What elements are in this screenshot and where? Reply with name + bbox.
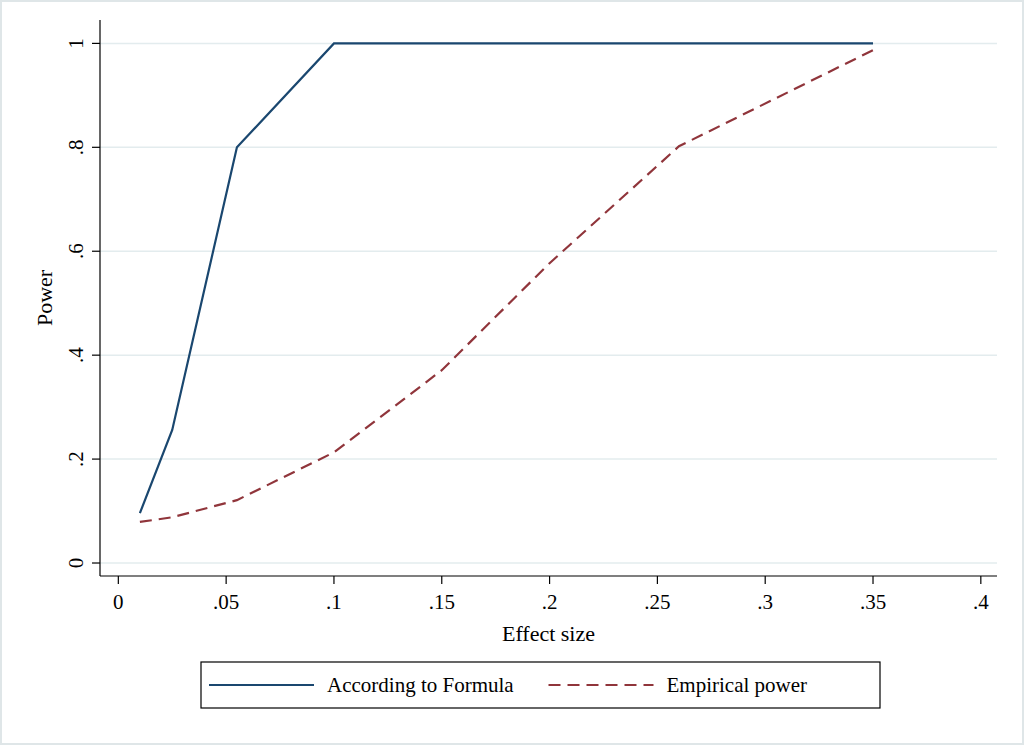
y-axis-label: Power [32, 269, 57, 326]
grid-line [100, 354, 997, 356]
x-tick-label: .25 [644, 590, 670, 614]
x-tick-label: .05 [213, 590, 239, 614]
y-axis [99, 20, 100, 576]
x-tick [657, 576, 658, 584]
y-tick-label: 1 [64, 38, 88, 49]
x-tick [333, 576, 334, 584]
grid-line [100, 458, 997, 460]
y-tick [92, 562, 100, 563]
grid-line [100, 562, 997, 564]
background [1, 1, 1023, 744]
x-tick [226, 576, 227, 584]
y-tick [92, 251, 100, 252]
legend-swatch [209, 684, 314, 686]
x-axis-label: Effect size [502, 621, 595, 646]
y-tick [92, 43, 100, 44]
x-tick-label: .4 [973, 590, 989, 614]
grid-line [100, 147, 997, 149]
legend-label: According to Formula [327, 673, 514, 697]
legend: According to Formula Empirical power [201, 662, 880, 708]
x-tick [549, 576, 550, 584]
plot-area [140, 43, 873, 522]
x-tick-label: .1 [326, 590, 342, 614]
series-line [140, 43, 873, 513]
legend-swatch [549, 684, 654, 686]
legend-label: Empirical power [667, 673, 808, 697]
x-tick [765, 576, 766, 584]
y-tick-label: .8 [64, 139, 88, 155]
x-tick-label: .35 [860, 590, 886, 614]
x-tick [980, 576, 981, 584]
y-tick [92, 355, 100, 356]
chart-svg: 0 .2 .4 .6 .8 1 0 .05 .1 .15 .2 .25 .3 .35 .4 Effect si… [0, 0, 1024, 745]
chart-container: 0 .2 .4 .6 .8 1 0 .05 .1 .15 .2 .25 .3 .35 .4 Effect si… [0, 0, 1024, 745]
x-tick [118, 576, 119, 584]
y-tick-label: .6 [64, 243, 88, 259]
legend-box [201, 662, 880, 708]
y-tick [92, 458, 100, 459]
x-tick [441, 576, 442, 584]
y-tick-label: .4 [64, 347, 88, 363]
x-tick-label: .2 [542, 590, 558, 614]
x-tick-label: .3 [757, 590, 773, 614]
x-tick-label: .15 [429, 590, 455, 614]
x-tick-label: 0 [113, 590, 124, 614]
x-tick [872, 576, 873, 584]
x-axis [100, 575, 997, 576]
series-line [140, 50, 873, 522]
y-tick-label: .2 [64, 451, 88, 467]
y-tick-label: 0 [64, 558, 88, 569]
y-tick [92, 147, 100, 148]
grid-line [100, 250, 997, 252]
